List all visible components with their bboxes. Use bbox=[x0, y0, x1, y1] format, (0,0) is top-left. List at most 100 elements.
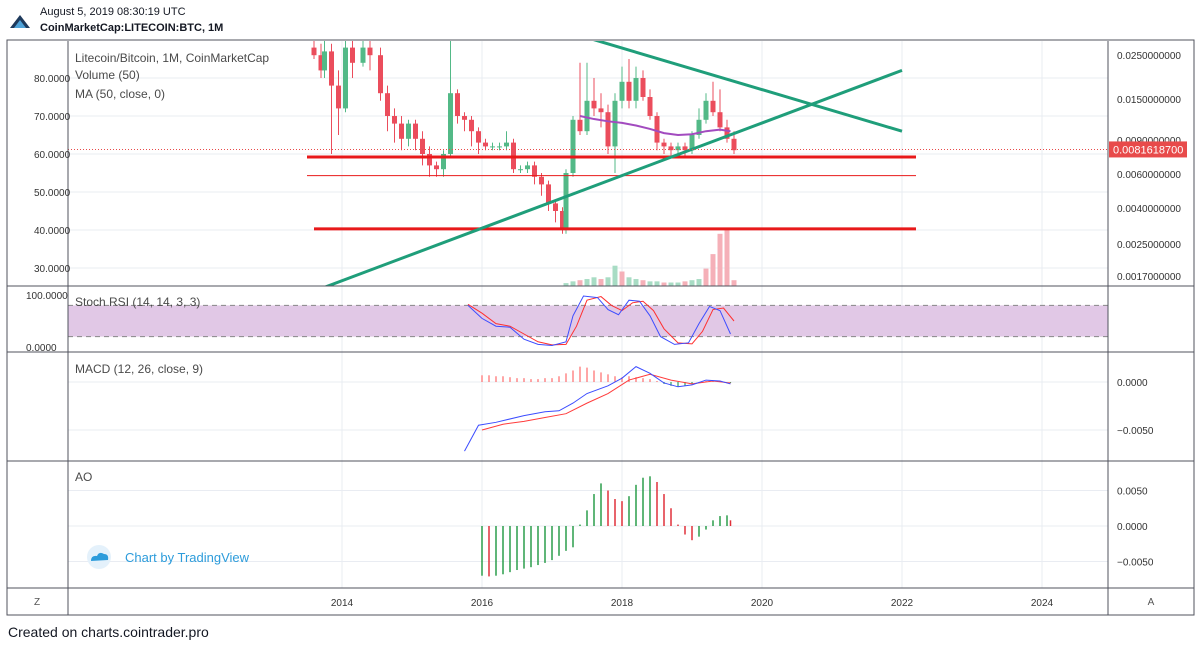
candle-body bbox=[469, 119, 474, 132]
volume-bar bbox=[654, 281, 660, 286]
volume-bar bbox=[717, 233, 723, 286]
ao-tick-label: 0.0050 bbox=[1117, 487, 1148, 498]
candle-body bbox=[483, 142, 488, 147]
y-left-tick-label: 30.0000 bbox=[34, 264, 71, 275]
candle-body bbox=[703, 100, 709, 120]
macd-line bbox=[464, 366, 731, 452]
price-tag-value: 0.0081618700 bbox=[1113, 144, 1183, 156]
snapshot-date: August 5, 2019 08:30:19 UTC bbox=[40, 6, 186, 18]
volume-bar bbox=[703, 268, 709, 286]
macd-pane[interactable] bbox=[464, 366, 732, 452]
legend-volume: Volume (50) bbox=[75, 68, 140, 82]
candle-body bbox=[682, 146, 688, 151]
volume-bar bbox=[710, 254, 716, 286]
candle-body bbox=[633, 78, 639, 101]
legend-stoch-rsi: Stoch RSI (14, 14, 3, 3) bbox=[75, 295, 200, 309]
candle-body bbox=[717, 112, 723, 128]
candle-body bbox=[329, 51, 334, 86]
stoch-tick-label: 0.0000 bbox=[26, 343, 57, 354]
candle-body bbox=[441, 154, 446, 170]
volume-bar bbox=[619, 271, 625, 286]
y-left-tick-label: 50.0000 bbox=[34, 188, 71, 199]
candle-body bbox=[539, 176, 544, 185]
auto-scale-button[interactable]: A bbox=[1148, 597, 1155, 608]
y-right-tick-label: 0.0250000000 bbox=[1117, 51, 1181, 62]
candle-body bbox=[434, 165, 439, 170]
candle-body bbox=[311, 47, 317, 56]
macd-tick-label: 0.0000 bbox=[1117, 378, 1148, 389]
candle-body bbox=[385, 93, 390, 116]
chart-area[interactable]: 2014 2016 2018 2020 2022 2024 80.0000 70.0000 60… bbox=[0, 0, 1200, 620]
y-right-tick-label: 0.0017000000 bbox=[1117, 272, 1181, 283]
volume-bar bbox=[731, 280, 737, 286]
candle-body bbox=[696, 119, 702, 135]
candle-body bbox=[413, 123, 418, 139]
candle-body bbox=[350, 47, 355, 63]
stoch-rsi-pane[interactable] bbox=[68, 295, 1108, 346]
volume-bar bbox=[689, 280, 695, 286]
candle-body bbox=[563, 173, 569, 230]
stoch-d-line bbox=[467, 296, 735, 346]
pane-separators[interactable] bbox=[7, 41, 1194, 615]
y-left-tick-label: 80.0000 bbox=[34, 74, 71, 85]
candle-body bbox=[731, 138, 737, 151]
main-price-pane[interactable] bbox=[68, 21, 1108, 297]
candle-body bbox=[497, 146, 502, 148]
candle-body bbox=[476, 131, 481, 143]
volume-bar bbox=[570, 281, 576, 286]
candle-body bbox=[427, 154, 432, 166]
ascending-trendline bbox=[323, 68, 903, 286]
candle-body bbox=[577, 119, 583, 132]
tradingview-watermark[interactable]: Chart by TradingView bbox=[87, 545, 250, 569]
symbol-label: CoinMarketCap:LITECOIN:BTC, 1M bbox=[40, 22, 224, 34]
volume-bar bbox=[675, 282, 681, 286]
candle-body bbox=[710, 100, 716, 113]
candle-body bbox=[322, 51, 327, 71]
candle-body bbox=[455, 93, 460, 116]
candle-body bbox=[647, 97, 653, 116]
y-right-tick-label: 0.0060000000 bbox=[1117, 170, 1181, 181]
candle-body bbox=[504, 142, 509, 147]
candle-body bbox=[612, 100, 618, 147]
volume-bar bbox=[682, 281, 688, 286]
candle-body bbox=[654, 116, 660, 143]
volume-bar bbox=[584, 279, 590, 286]
ma-line bbox=[579, 115, 731, 137]
candle-body bbox=[570, 119, 576, 173]
y-left-tick-label: 60.0000 bbox=[34, 150, 71, 161]
macd-signal-line bbox=[481, 373, 731, 431]
zoom-reset-button[interactable]: Z bbox=[34, 597, 40, 608]
candle-body bbox=[406, 123, 411, 139]
candle-body bbox=[336, 85, 341, 109]
candle-body bbox=[532, 165, 537, 177]
volume-bar bbox=[661, 282, 667, 286]
x-tick-label: 2024 bbox=[1031, 598, 1054, 609]
legend-macd: MACD (12, 26, close, 9) bbox=[75, 362, 203, 376]
volume-bar bbox=[696, 279, 702, 286]
x-tick-label: 2016 bbox=[471, 598, 494, 609]
y-right-tick-label: 0.0025000000 bbox=[1117, 240, 1181, 251]
x-tick-label: 2018 bbox=[611, 598, 634, 609]
candle-body bbox=[490, 146, 495, 148]
volume-bar bbox=[605, 277, 611, 286]
legend-ma: MA (50, close, 0) bbox=[75, 87, 165, 101]
volume-bar bbox=[626, 277, 632, 286]
legend-ao: AO bbox=[75, 470, 92, 484]
candle-body bbox=[553, 203, 558, 211]
ao-pane[interactable] bbox=[481, 476, 732, 577]
chart-header: August 5, 2019 08:30:19 UTC CoinMarketCa… bbox=[0, 0, 1200, 40]
y-left-tick-label: 70.0000 bbox=[34, 112, 71, 123]
candle-body bbox=[360, 47, 366, 63]
volume-bar bbox=[633, 279, 639, 286]
descending-trendline bbox=[593, 41, 903, 133]
watermark-text: Chart by TradingView bbox=[125, 550, 250, 565]
candle-body bbox=[584, 100, 590, 132]
volume-bar bbox=[647, 281, 653, 286]
macd-tick-label: −0.0050 bbox=[1117, 426, 1154, 437]
stoch-tick-label: 100.0000 bbox=[26, 291, 68, 302]
cointrader-logo-icon bbox=[10, 15, 30, 28]
volume-bar bbox=[563, 283, 569, 286]
candle-body bbox=[619, 81, 625, 101]
volume-bar bbox=[668, 282, 674, 286]
candle-body bbox=[724, 127, 730, 139]
